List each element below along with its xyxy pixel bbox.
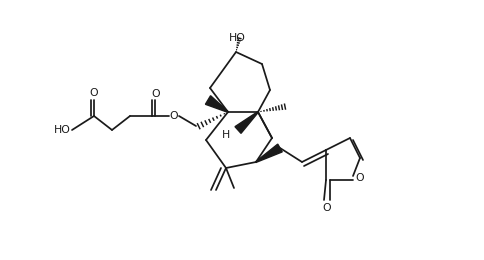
Polygon shape bbox=[256, 144, 282, 162]
Text: O: O bbox=[323, 203, 332, 213]
Text: HO: HO bbox=[228, 33, 245, 43]
Polygon shape bbox=[205, 96, 228, 112]
Text: O: O bbox=[356, 173, 364, 183]
Text: O: O bbox=[170, 111, 178, 121]
Text: O: O bbox=[90, 88, 98, 98]
Polygon shape bbox=[235, 112, 258, 133]
Text: HO: HO bbox=[54, 125, 71, 135]
Text: O: O bbox=[151, 89, 160, 99]
Text: H: H bbox=[222, 130, 230, 140]
